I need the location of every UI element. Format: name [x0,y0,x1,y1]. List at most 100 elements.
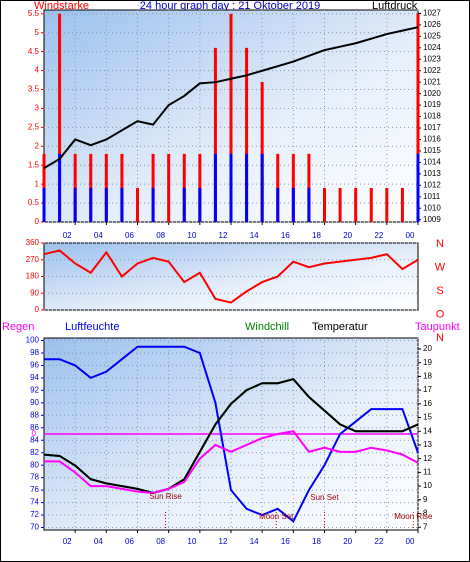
annotation: Moon Rise [394,512,433,521]
bar [307,187,311,222]
y-tick-label: 78 [30,473,39,482]
series-line [44,430,419,494]
x-tick-label: 04 [94,537,103,546]
y-tick-label: 270 [26,255,40,264]
y-tick-label: 82 [30,448,39,457]
bar [58,13,62,222]
x-tick-label: 14 [250,537,259,546]
compass-label: N [436,238,444,250]
y2-tick-label: 1012 [423,180,441,189]
y-tick-label: 90 [30,288,39,297]
bar [369,187,373,222]
y2-tick-label: 19 [423,358,432,367]
y-tick-label: 76 [30,485,39,494]
bar [229,153,233,222]
legend-entry: Temperatur [312,321,368,333]
y2-tick-label: 1017 [423,123,441,132]
x-tick-label: 12 [219,537,228,546]
x-tick-label: 22 [374,231,383,240]
y-tick-label: 92 [30,385,39,394]
y-tick-label: 90 [30,398,39,407]
x-tick-label: 18 [312,231,321,240]
bar [291,187,295,222]
y2-tick-label: 20 [423,344,432,353]
bar [213,153,217,222]
bar [323,187,326,222]
bar [167,153,171,222]
bar [416,13,420,222]
series-line [44,345,419,523]
bar [182,187,186,222]
y-tick-label: 1.5 [28,160,40,169]
y-tick-label: 5.5 [28,9,40,18]
bar [338,187,342,222]
y-tick-label: 98 [30,348,39,357]
y2-tick-label: 15 [423,413,432,422]
x-tick-label: 06 [125,231,134,240]
y-tick-label: 0 [35,305,40,314]
series-line [43,26,419,170]
x-tick-label: 14 [250,231,259,240]
y2-tick-label: 8 [423,509,428,518]
y-tick-label: 3 [35,104,40,113]
legend-entry: Regen [2,321,34,333]
y2-tick-label: 17 [423,385,432,394]
y2-tick-label: 1018 [423,112,441,121]
x-tick-label: 20 [343,231,352,240]
x-tick-label: 16 [281,537,290,546]
y-tick-label: 70 [30,523,39,532]
annotation: Sun Set [310,493,339,502]
y-tick-label: 94 [30,373,39,382]
bar [416,153,420,222]
series-label: Luftdruck [372,0,418,12]
legend-entry: Taupunkt [415,321,460,333]
x-tick-label: 10 [187,231,196,240]
y2-tick-label: 1021 [423,77,441,86]
y2-tick-label: 7 [423,522,428,531]
x-tick-label: 20 [343,537,352,546]
y2-tick-label: 1016 [423,135,441,144]
y2-tick-label: 10 [423,481,432,490]
y-tick-label: 0 [35,217,40,226]
y2-tick-label: 16 [423,399,432,408]
bar [120,187,124,222]
y-tick-label: 3.5 [28,85,40,94]
y2-tick-label: 18 [423,372,432,381]
bar [245,153,249,222]
y-tick-label: 4.5 [28,47,40,56]
y-tick-label: 74 [30,498,39,507]
x-tick-label: 02 [63,231,72,240]
bar [89,187,93,222]
y-tick-label: 84 [30,435,39,444]
y2-tick-label: 12 [423,454,432,463]
compass-label: N [436,332,444,344]
series-label: Windstarke [34,0,89,12]
y2-tick-label: 14 [423,426,432,435]
y-tick-label: 2.5 [28,122,40,131]
y2-tick-label: 1015 [423,146,441,155]
y2-tick-label: 9 [423,495,428,504]
y2-tick-label: 1009 [423,215,441,224]
bar [400,187,404,222]
bar [276,187,280,222]
y2-tick-label: 1022 [423,66,441,75]
y2-tick-label: 1019 [423,100,441,109]
y2-tick-label: 13 [423,440,432,449]
series-line [43,249,419,304]
bar [213,47,217,222]
bar [42,187,46,222]
bar [73,187,77,222]
x-tick-label: 22 [374,537,383,546]
y-tick-label: 72 [30,510,39,519]
x-tick-label: 06 [125,537,134,546]
x-tick-label: 08 [156,231,165,240]
x-tick-label: 12 [219,231,228,240]
y-tick-label: 5 [35,28,40,37]
x-tick-label: 10 [187,537,196,546]
bar [354,187,358,222]
y-tick-label: 1 [35,179,40,188]
annotation: Sun Rise [149,492,182,501]
bar [260,153,264,222]
y-tick-label: 96 [30,361,39,370]
y-tick-label: 360 [26,238,40,247]
